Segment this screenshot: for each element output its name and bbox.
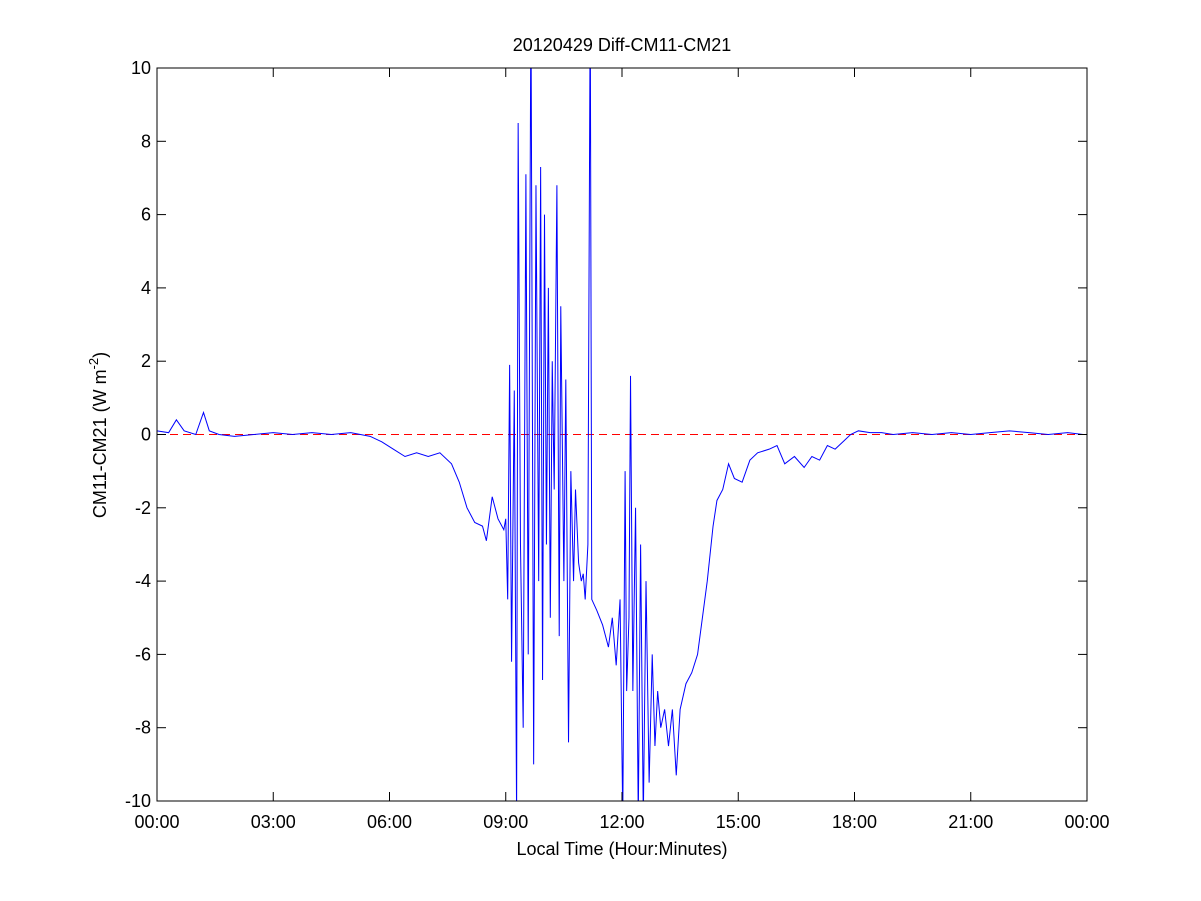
y-tick-label: 0 [141,425,151,445]
y-tick-label: 8 [141,131,151,151]
y-tick-label: 2 [141,351,151,371]
y-tick-label: 10 [131,58,151,78]
chart-title: 20120429 Diff-CM11-CM21 [513,35,731,55]
y-tick-label: -4 [135,571,151,591]
x-tick-label: 12:00 [599,812,644,832]
y-axis-label-part: CM11-CM21 (W m [90,369,110,518]
y-axis-label: CM11-CM21 (W m-2) [86,352,110,518]
y-tick-label: 4 [141,278,151,298]
y-tick-label: 6 [141,205,151,225]
x-tick-label: 15:00 [716,812,761,832]
y-tick-label: -6 [135,644,151,664]
y-tick-label: -2 [135,498,151,518]
y-axis-label-sup: -2 [86,358,101,370]
x-tick-label: 18:00 [832,812,877,832]
x-tick-label: 00:00 [134,812,179,832]
x-tick-label: 00:00 [1064,812,1109,832]
x-tick-label: 21:00 [948,812,993,832]
x-tick-label: 03:00 [251,812,296,832]
y-tick-label: -8 [135,718,151,738]
y-axis-label-part: ) [90,352,110,358]
x-axis-label: Local Time (Hour:Minutes) [516,839,727,859]
x-tick-label: 09:00 [483,812,528,832]
y-tick-label: -10 [125,791,151,811]
data-line [157,68,1084,801]
x-tick-label: 06:00 [367,812,412,832]
plot-area [157,68,1087,801]
